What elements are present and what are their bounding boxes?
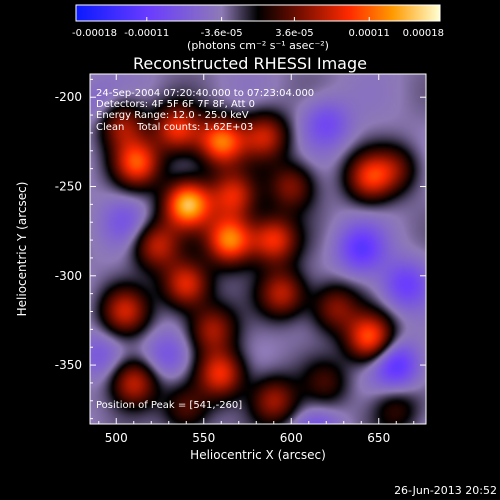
x-tick-label: 500 <box>105 431 128 445</box>
y-tick-label: -300 <box>55 269 82 283</box>
y-tick-label: -200 <box>55 90 82 104</box>
annotation-energy-range: Energy Range: 12.0 - 25.0 keV <box>96 110 249 121</box>
annotation-block: 24-Sep-2004 07:20:40.000 to 07:23:04.000… <box>96 88 314 411</box>
colorbar-tick-label: -3.6e-05 <box>201 28 243 39</box>
annotation-total-counts: Clean Total counts: 1.62E+03 <box>96 122 253 133</box>
colorbar-ticks: -0.00018 -0.00011 -3.6e-05 3.6e-05 0.00011 0.… <box>72 17 444 39</box>
annotation-detectors: Detectors: 4F 5F 6F 7F 8F, Att 0 <box>96 99 255 110</box>
colorbar-tick-label: 0.00018 <box>403 28 444 39</box>
colorbar-tick-label: -0.00018 <box>72 28 117 39</box>
colorbar: -0.00018 -0.00011 -3.6e-05 3.6e-05 0.00011 0.… <box>72 4 444 52</box>
y-axis-label: Heliocentric Y (arcsec) <box>15 182 29 317</box>
colorbar-units: (photons cm⁻² s⁻¹ asec⁻²) <box>187 39 329 52</box>
annotation-time-range: 24-Sep-2004 07:20:40.000 to 07:23:04.000 <box>96 88 314 99</box>
heatmap-image <box>90 74 426 424</box>
colorbar-tick-label: 3.6e-05 <box>275 28 313 39</box>
plot-frame <box>89 73 427 425</box>
colorbar-tick-label: 0.00011 <box>349 28 390 39</box>
colorbar-scale <box>75 4 441 22</box>
footer-timestamp: 26-Jun-2013 20:52 <box>394 484 497 497</box>
axis-ticks: 500 550 600 650 -200 -250 -300 -350 <box>55 74 426 445</box>
colorbar-tick-label: -0.00011 <box>124 28 169 39</box>
x-tick-label: 600 <box>280 431 303 445</box>
x-tick-label: 650 <box>367 431 390 445</box>
x-tick-label: 550 <box>192 431 215 445</box>
x-axis-label: Heliocentric X (arcsec) <box>190 448 326 462</box>
y-tick-label: -350 <box>55 358 82 372</box>
plot-area: 500 550 600 650 -200 -250 -300 -350 <box>55 73 427 445</box>
y-tick-label: -250 <box>55 180 82 194</box>
chart-title: Reconstructed RHESSI Image <box>133 54 367 73</box>
peak-position-label: Position of Peak = [541,-260] <box>96 400 242 411</box>
